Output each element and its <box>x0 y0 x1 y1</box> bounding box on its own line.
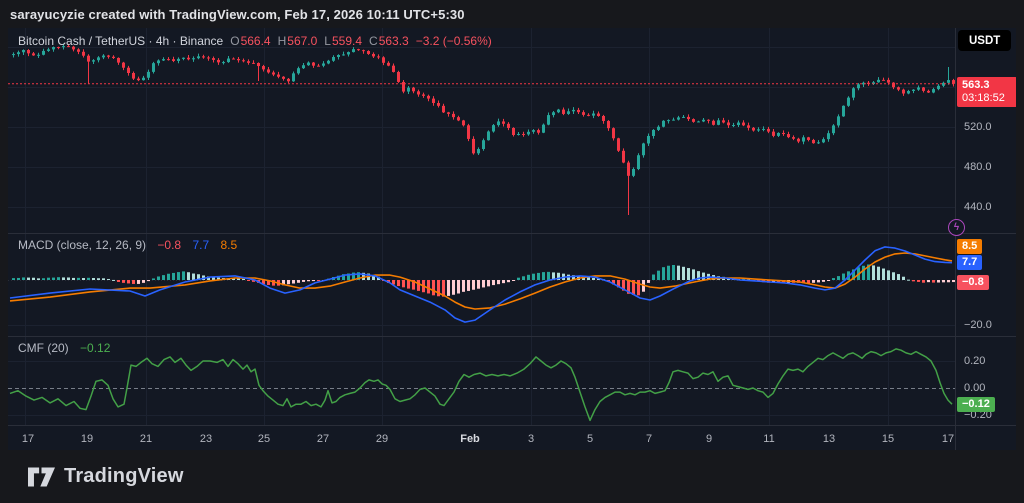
ohlc-high-value: 567.0 <box>287 34 318 48</box>
time-axis-label: 23 <box>199 433 213 445</box>
time-axis-label: 7 <box>645 433 653 445</box>
macd-title: MACD (close, 12, 26, 9) <box>18 238 147 252</box>
chart-canvas[interactable] <box>8 28 1016 450</box>
macd-line-badge: 7.7 <box>957 255 983 270</box>
chart-area[interactable]: Bitcoin Cash / TetherUS · 4h · Binance O… <box>8 28 1016 450</box>
ohlc-close-key: C <box>369 34 378 48</box>
time-axis-label: 11 <box>763 433 775 445</box>
time-axis-label: 25 <box>257 433 271 445</box>
macd-header[interactable]: MACD (close, 12, 26, 9) −0.8 7.7 8.5 <box>18 238 237 252</box>
time-axis-label: Feb <box>460 433 480 445</box>
tradingview-logo-icon <box>28 466 55 487</box>
price-scale[interactable]: 520.0 480.0 440.0 563.3 03:18:52 8.5 7.7… <box>955 28 1016 426</box>
cmf-title: CMF (20) <box>18 341 69 355</box>
macd-hist-badge: −0.8 <box>957 275 989 290</box>
ohlc-close-value: 563.3 <box>378 34 409 48</box>
time-axis-label: 9 <box>705 433 713 445</box>
tradingview-logo-text: TradingView <box>64 465 184 487</box>
currency-toggle-button[interactable]: USDT <box>958 30 1012 51</box>
last-price-badge[interactable]: 563.3 03:18:52 <box>957 77 1016 107</box>
time-axis-label: 29 <box>375 433 389 445</box>
time-axis-label: 5 <box>586 433 594 445</box>
tradingview-logo[interactable]: TradingView <box>28 465 184 488</box>
macd-signal-value: 8.5 <box>220 238 238 252</box>
ohlc-high-key: H <box>277 34 287 48</box>
time-axis-label: 13 <box>822 433 836 445</box>
symbol-title[interactable]: Bitcoin Cash / TetherUS · 4h · Binance <box>18 34 224 48</box>
footer-bar: TradingView <box>0 450 1024 503</box>
time-axis-label: 17 <box>21 433 35 445</box>
ohlc-low-key: L <box>324 34 331 48</box>
bar-countdown: 03:18:52 <box>962 92 1005 104</box>
price-change: −3.2 (−0.56%) <box>415 34 492 48</box>
time-axis-label: 19 <box>80 433 94 445</box>
cmf-value: −0.12 <box>80 341 111 355</box>
macd-hist-value: −0.8 <box>157 238 182 252</box>
macd-line-value: 7.7 <box>192 238 210 252</box>
time-axis-label: 21 <box>139 433 153 445</box>
ohlc-open-key: O <box>230 34 240 48</box>
cmf-axis-tick: 0.20 <box>964 355 986 367</box>
time-axis-label: 27 <box>316 433 330 445</box>
time-axis-label: 15 <box>881 433 895 445</box>
symbol-header[interactable]: Bitcoin Cash / TetherUS · 4h · Binance O… <box>18 34 492 48</box>
last-price: 563.3 <box>962 79 990 91</box>
attribution-text: sarayucyzie created with TradingView.com… <box>10 6 465 22</box>
cmf-header[interactable]: CMF (20) −0.12 <box>18 341 110 355</box>
ohlc-low-value: 559.4 <box>331 34 363 48</box>
cmf-axis-tick: −0.20 <box>964 409 992 421</box>
price-tick: 440.0 <box>964 201 992 213</box>
time-axis-label: 17 <box>941 433 955 445</box>
cmf-axis-tick: 0.00 <box>964 382 986 394</box>
cmf-value-badge: −0.12 <box>957 397 995 412</box>
macd-signal-badge: 8.5 <box>957 239 983 254</box>
macd-axis-tick: −20.0 <box>964 319 992 331</box>
time-axis[interactable]: 17 19 21 23 25 27 29 Feb 3 5 7 9 11 13 15 17 <box>8 426 1016 450</box>
ohlc-open-value: 566.4 <box>240 34 271 48</box>
boost-lightning-icon[interactable]: ϟ <box>948 219 965 236</box>
attribution-bar: sarayucyzie created with TradingView.com… <box>0 0 1024 28</box>
price-tick: 520.0 <box>964 121 992 133</box>
time-axis-label: 3 <box>527 433 535 445</box>
price-tick: 480.0 <box>964 161 992 173</box>
